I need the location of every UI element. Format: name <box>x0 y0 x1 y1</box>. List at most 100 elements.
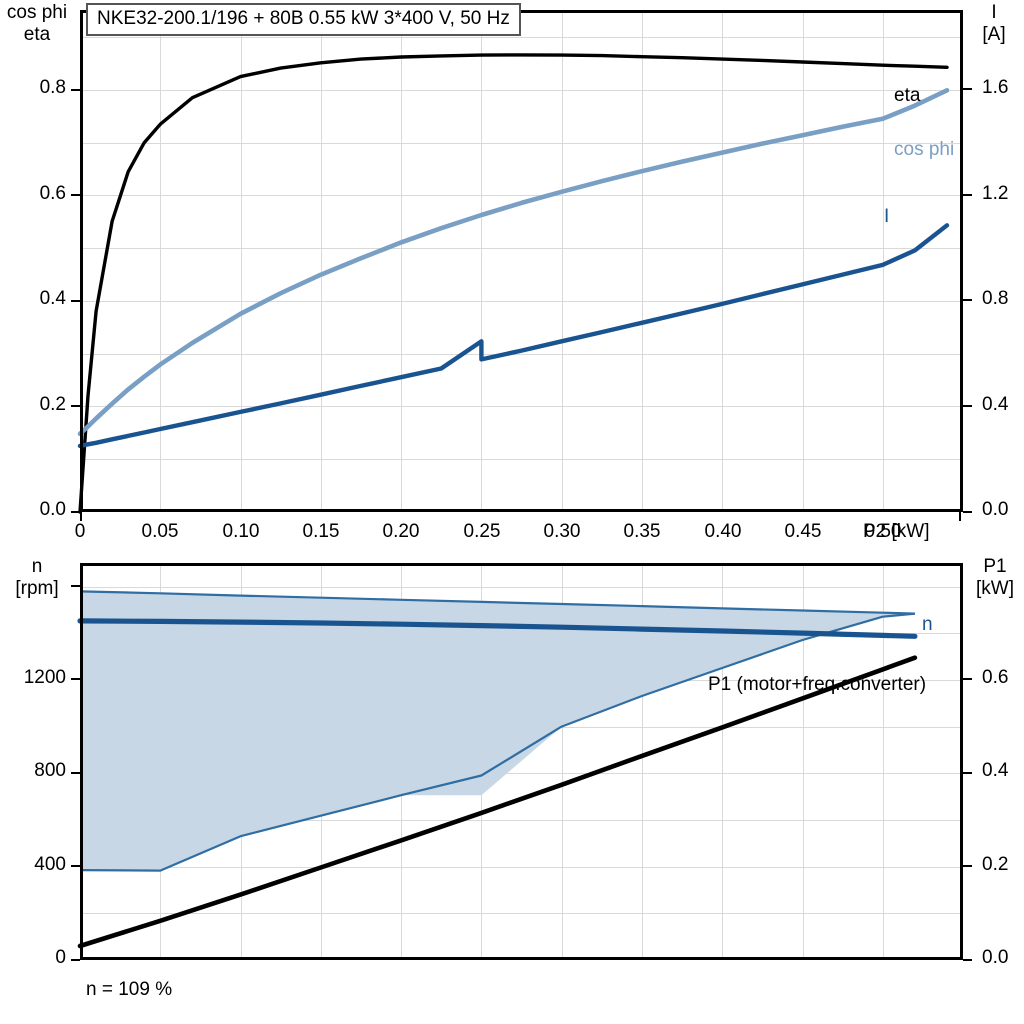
top-x-tick-label: 0.45 <box>784 521 822 542</box>
speed-curve-label: n <box>922 614 933 635</box>
gridline <box>641 10 643 512</box>
gridline <box>80 89 963 91</box>
bottom-right-tick-label: 0.0 <box>982 947 1009 968</box>
gridline <box>722 10 724 512</box>
top-x-tick-label: 0.05 <box>141 521 179 542</box>
cos-phi-curve <box>77 88 950 437</box>
gridline <box>80 36 963 38</box>
top-x-tick-label: 0.40 <box>704 521 742 542</box>
top-left-tick-label: 0.2 <box>39 394 66 415</box>
eta-curve <box>78 53 949 514</box>
tick-left <box>71 584 80 587</box>
top-x-tick-label: 0.20 <box>382 521 420 542</box>
bottom-left-tick-label: 0 <box>55 947 66 968</box>
top-right-axis-title-line1: I <box>991 2 997 23</box>
top-left-tick-label: 0.6 <box>39 183 66 204</box>
axis-line-left <box>80 10 83 512</box>
speed-band-lower-edge <box>79 612 916 872</box>
top-plot-area <box>71 10 972 521</box>
top-left-axis-title-line2: eta <box>23 23 51 45</box>
tick-right <box>963 771 972 774</box>
axis-line-left <box>80 563 83 960</box>
gridline <box>80 773 963 775</box>
gridline <box>722 563 724 960</box>
top-right-tick-label: 0.8 <box>982 288 1009 309</box>
bottom-left-axis-title-line2: [rpm] <box>15 577 59 599</box>
current-curve-label: I <box>884 206 890 227</box>
top-left-tick-label: 0.0 <box>39 499 66 520</box>
gridline <box>882 10 884 512</box>
bottom-left-axis-title-line1: n <box>31 556 43 577</box>
top-left-tick-label: 0.8 <box>39 77 66 98</box>
axis-line-right <box>960 10 963 512</box>
speed-band-area <box>80 591 915 871</box>
tick-bottom <box>80 512 82 521</box>
gridline <box>401 10 403 512</box>
top-left-tick-label: 0.4 <box>39 288 66 309</box>
top-right-axis-title: I [A] <box>966 2 1022 46</box>
model-title-box: NKE32-200.1/196 + 80B 0.55 kW 3*400 V, 5… <box>86 3 521 36</box>
top-x-tick-label: 0.50 <box>864 521 902 542</box>
gridline <box>320 10 322 512</box>
gridline <box>80 300 963 302</box>
bottom-right-axis-title-line1: P1 <box>983 556 1007 577</box>
gridline <box>802 563 804 960</box>
tick-right <box>963 678 972 681</box>
tick-left <box>71 88 80 91</box>
gridline <box>80 586 963 588</box>
current-curve <box>77 223 950 449</box>
gridline <box>882 563 884 960</box>
axis-line-top <box>80 10 963 13</box>
gridline <box>80 819 963 821</box>
speed-curve <box>77 618 918 639</box>
bottom-left-tick-label: 800 <box>34 760 66 781</box>
tick-right <box>963 865 972 867</box>
bottom-right-tick-label: 0.2 <box>982 854 1009 875</box>
bottom-left-axis-title: n [rpm] <box>0 556 74 600</box>
axis-line-bottom <box>80 509 963 512</box>
gridline <box>80 866 963 868</box>
gridline <box>160 10 162 512</box>
bottom-right-axis-title: P1 [kW] <box>966 556 1024 600</box>
gridline <box>641 563 643 960</box>
top-x-axis-title: P2 [kW] <box>863 521 930 542</box>
gridline <box>80 248 963 249</box>
tick-right <box>963 510 972 513</box>
top-left-axis-title-line1: cos phi <box>6 2 68 23</box>
top-x-tick-label: 0 <box>74 521 86 542</box>
speed-band-upper-edge <box>79 590 915 615</box>
gridline <box>80 142 963 144</box>
top-right-tick-label: 0.4 <box>982 394 1009 415</box>
gridline <box>80 913 963 915</box>
tick-left <box>71 865 80 868</box>
bottom-right-axis-title-line2: [kW] <box>976 577 1014 599</box>
tick-left <box>71 771 80 774</box>
gridline <box>481 10 483 512</box>
bottom-left-tick-label: 1200 <box>23 667 66 688</box>
tick-right <box>963 299 972 302</box>
eta-curve-label: eta <box>894 85 921 106</box>
tick-right <box>963 193 972 196</box>
tick-left <box>71 678 80 681</box>
tick-left <box>71 958 80 961</box>
top-left-axis-title: cos phi eta <box>0 2 74 46</box>
p1-curve <box>77 655 918 949</box>
tick-left <box>71 299 80 302</box>
gridline <box>80 406 963 408</box>
top-right-tick-label: 0.0 <box>982 499 1009 520</box>
gridline <box>240 10 242 512</box>
axis-line-right <box>960 563 963 960</box>
bottom-chart: n [rpm] P1 [kW] <box>0 552 1024 1024</box>
gridline <box>561 10 563 512</box>
top-x-tick-label: 0.15 <box>302 521 340 542</box>
speed-percentage-note: n = 109 % <box>86 979 173 1000</box>
top-x-tick-label: 0.30 <box>543 521 581 542</box>
tick-right <box>963 405 972 408</box>
tick-left <box>71 510 80 513</box>
bottom-left-tick-label: 400 <box>34 854 66 875</box>
top-chart: cos phi eta I [A] NKE32-200.1/196 + 80B … <box>0 2 1022 542</box>
top-right-tick-label: 1.6 <box>982 77 1009 98</box>
tick-bottom <box>959 512 961 521</box>
p1-curve-label: P1 (motor+freq.converter) <box>708 674 927 695</box>
